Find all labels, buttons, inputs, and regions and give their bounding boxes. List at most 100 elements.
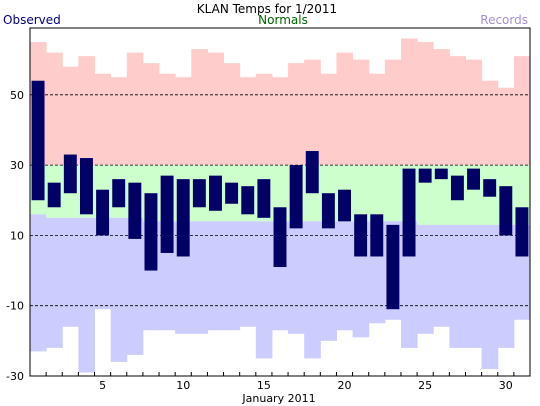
normal-band-day-26 [433,165,450,225]
observed-bar-day-21 [354,214,368,257]
record-low-band-day-20 [336,221,354,331]
record-high-band-day-8 [142,63,160,166]
record-high-band-day-30 [497,87,515,166]
record-high-band-day-7 [126,52,144,166]
observed-bar-day-31 [515,207,529,257]
record-low-band-day-11 [191,221,208,334]
record-high-band-day-23 [384,59,402,166]
observed-bar-day-2 [47,182,61,208]
y-tick-label-30: 30 [10,159,24,172]
observed-bar-day-12 [209,175,222,211]
observed-bar-day-13 [225,182,239,204]
record-low-band-day-15 [255,221,273,359]
record-low-band-day-29 [481,224,499,369]
observed-bar-day-17 [289,165,303,229]
record-high-band-day-26 [433,49,450,166]
record-high-band-day-25 [417,42,434,166]
observed-bar-day-15 [257,179,271,218]
record-high-band-day-21 [352,59,370,166]
observed-bar-day-16 [273,207,287,268]
record-high-band-day-31 [513,56,531,166]
record-low-band-day-6 [110,217,128,362]
plot-frame [29,27,531,377]
record-low-band-day-2 [46,217,63,348]
observed-bar-day-8 [144,193,158,271]
record-high-band-day-6 [110,77,128,166]
record-low-band-day-17 [288,221,305,334]
record-high-band-day-14 [239,77,257,166]
record-high-band-day-20 [336,52,354,166]
observed-bar-day-3 [63,154,77,194]
legend-observed: Observed [3,13,61,27]
observed-bar-day-19 [321,193,335,229]
record-high-band-day-29 [481,80,499,166]
x-tick-label-10: 10 [176,379,190,392]
observed-bar-day-22 [370,214,384,257]
observed-bar-day-5 [96,189,110,236]
record-low-band-day-12 [207,221,225,331]
record-low-band-day-26 [433,224,450,327]
record-low-band-day-14 [239,221,257,327]
observed-bar-day-14 [241,186,255,215]
record-low-band-day-28 [465,224,483,348]
x-tick-label-5: 5 [99,379,106,392]
observed-bar-day-24 [402,168,416,257]
normal-band-day-22 [368,165,386,222]
record-high-band-day-27 [449,56,466,166]
observed-bar-day-18 [305,151,319,194]
record-high-band-day-28 [465,59,483,166]
record-high-band-day-22 [368,73,386,166]
x-axis-label: January 2011 [241,392,315,405]
observed-bar-day-6 [112,179,126,208]
record-high-band-day-15 [255,73,273,166]
observed-bar-day-9 [160,175,174,253]
record-high-band-day-18 [304,59,321,166]
observed-bar-day-28 [467,168,481,190]
y-tick-label-10: 10 [10,229,24,242]
record-high-band-day-5 [94,73,112,166]
record-low-band-day-1 [30,214,47,352]
record-low-band-day-25 [417,224,434,334]
y-axis: -30 -10 10 30 50 [6,89,24,383]
x-tick-label-20: 20 [338,379,352,392]
normal-band-day-21 [352,165,370,222]
observed-bar-day-7 [128,182,142,239]
observed-bars [31,80,529,310]
y-tick-label--30: -30 [6,370,24,383]
x-tick-label-30: 30 [499,379,513,392]
observed-bar-day-4 [79,158,93,215]
record-high-band-day-3 [62,66,79,166]
observed-bar-day-27 [450,175,464,201]
chart-title: KLAN Temps for 1/2011 [197,2,337,16]
record-high-band-day-17 [288,63,305,166]
record-low-band-day-5 [94,217,112,310]
legend-normals: Normals [258,13,308,27]
record-low-band-day-4 [78,217,96,373]
record-low-band-day-7 [126,217,144,355]
record-high-band-day-13 [223,63,241,166]
record-high-band-day-4 [78,56,96,166]
record-high-band-day-19 [320,73,337,166]
record-high-band-day-10 [175,77,192,166]
record-high-band-day-16 [271,77,289,166]
legend-records: Records [480,13,528,27]
normal-band-day-23 [384,165,402,222]
record-high-band-day-2 [46,52,63,166]
y-tick-label--10: -10 [6,300,24,313]
observed-bar-day-11 [192,179,206,208]
observed-bar-day-29 [483,179,497,197]
y-tick-label-50: 50 [10,89,24,102]
record-high-band-day-9 [159,73,176,166]
record-low-band-day-30 [497,224,515,348]
record-low-band-day-19 [320,221,337,341]
x-tick-label-15: 15 [257,379,271,392]
x-axis: 5 10 15 20 25 30 [45,372,531,392]
observed-bar-day-10 [176,179,190,257]
record-high-band-day-11 [191,49,208,166]
observed-bar-day-30 [499,186,513,236]
record-low-band-day-3 [62,217,79,327]
record-low-band-day-27 [449,224,466,348]
observed-bar-day-20 [338,189,351,222]
observed-bar-day-1 [31,80,45,201]
